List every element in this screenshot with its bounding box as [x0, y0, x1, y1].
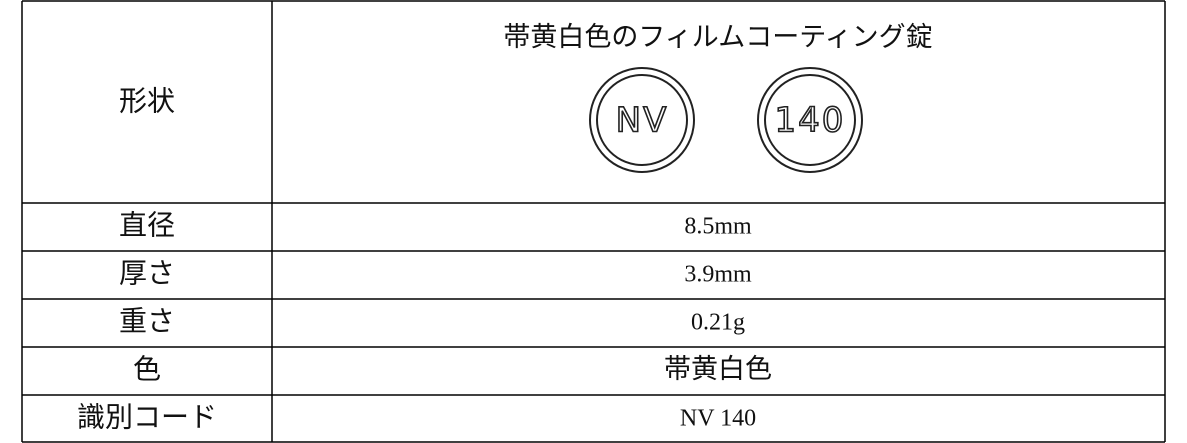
tablet-back: 140 — [757, 67, 863, 173]
tablet-marking: NV — [616, 101, 669, 141]
row-label: 識別コード — [77, 401, 217, 433]
tablet-marking: 140 — [775, 101, 846, 141]
tablet-front: NV — [589, 67, 695, 173]
row-label: 形状 — [119, 85, 175, 117]
row-label: 色 — [133, 353, 161, 385]
tablet-inner — [764, 74, 856, 166]
description: 帯黄白色のフィルムコーティング錠 — [503, 22, 932, 52]
row-value: 8.5mm — [684, 214, 752, 240]
row-label: 厚さ — [119, 258, 175, 289]
row-value: 帯黄白色 — [664, 354, 772, 384]
grid — [21, 0, 1166, 443]
row-value: 0.21g — [691, 310, 745, 336]
row-value: 3.9mm — [684, 262, 752, 288]
row-label: 直径 — [119, 209, 175, 241]
row-value: NV 140 — [680, 406, 756, 432]
tablet-inner — [596, 74, 688, 166]
row-label: 重さ — [119, 305, 175, 337]
